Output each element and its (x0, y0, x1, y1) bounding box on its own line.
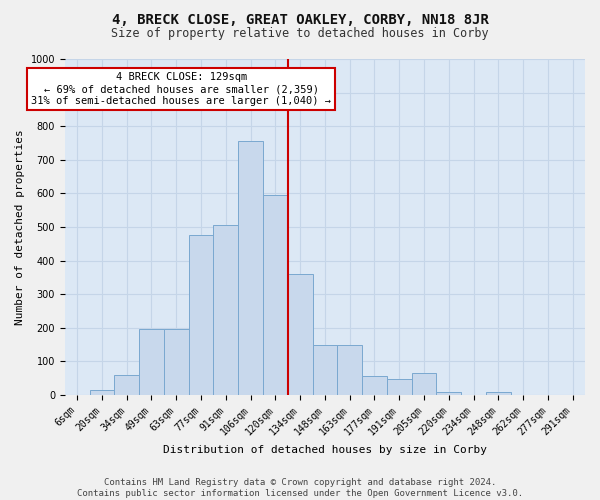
Text: 4, BRECK CLOSE, GREAT OAKLEY, CORBY, NN18 8JR: 4, BRECK CLOSE, GREAT OAKLEY, CORBY, NN1… (112, 12, 488, 26)
Bar (263, 195, 288, 395)
Bar (486, 392, 511, 395)
Bar (188, 236, 214, 395)
Bar (115, 375, 139, 395)
Text: Size of property relative to detached houses in Corby: Size of property relative to detached ho… (111, 28, 489, 40)
Bar (139, 330, 164, 395)
Bar (214, 226, 238, 395)
Bar (313, 344, 337, 395)
Bar (164, 330, 188, 395)
Y-axis label: Number of detached properties: Number of detached properties (15, 129, 25, 325)
X-axis label: Distribution of detached houses by size in Corby: Distribution of detached houses by size … (163, 445, 487, 455)
Text: 4 BRECK CLOSE: 129sqm
← 69% of detached houses are smaller (2,359)
31% of semi-d: 4 BRECK CLOSE: 129sqm ← 69% of detached … (31, 72, 331, 106)
Bar (89, 390, 115, 395)
Text: Contains HM Land Registry data © Crown copyright and database right 2024.
Contai: Contains HM Land Registry data © Crown c… (77, 478, 523, 498)
Bar (362, 376, 387, 395)
Bar (238, 142, 263, 395)
Bar (288, 274, 313, 395)
Bar (436, 392, 461, 395)
Bar (412, 373, 436, 395)
Bar (337, 344, 362, 395)
Bar (387, 379, 412, 395)
